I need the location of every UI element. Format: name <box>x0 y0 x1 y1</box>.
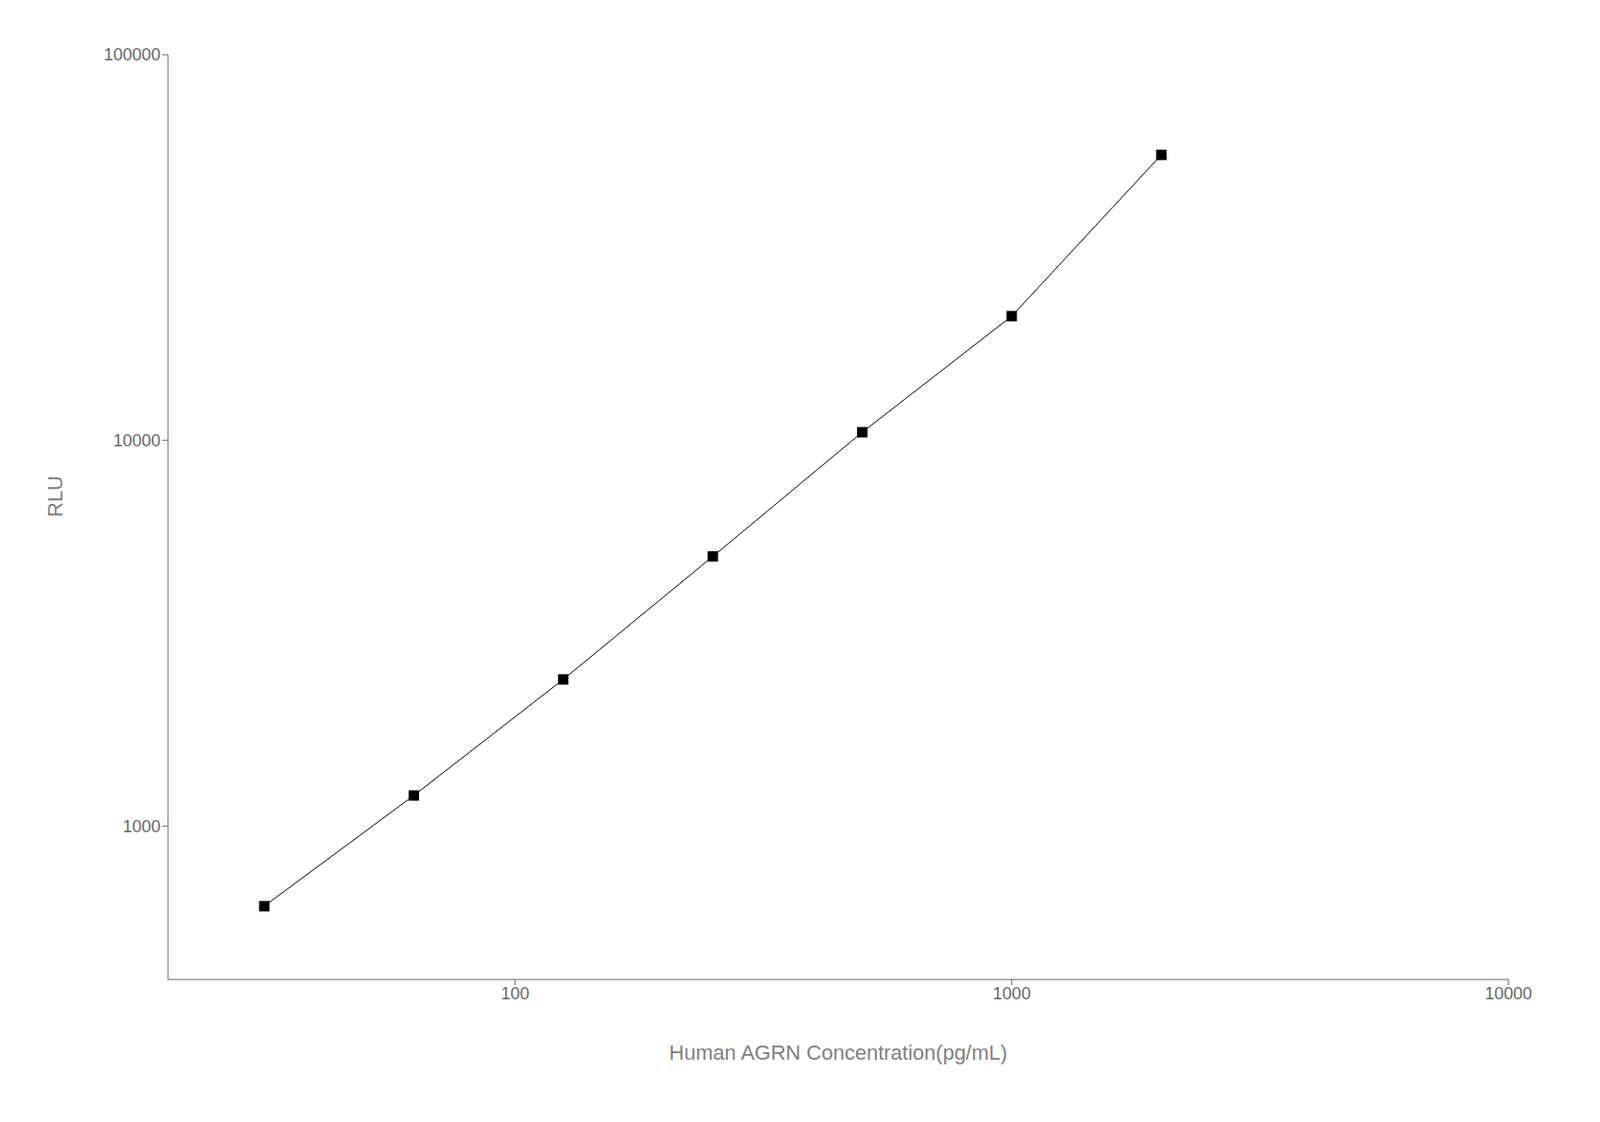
svg-text:100000: 100000 <box>103 45 161 65</box>
svg-text:1000: 1000 <box>993 984 1031 1004</box>
svg-text:RLU: RLU <box>43 475 68 518</box>
svg-text:100: 100 <box>501 984 530 1004</box>
svg-text:10000: 10000 <box>113 431 161 451</box>
svg-text:Human AGRN Concentration(pg/mL: Human AGRN Concentration(pg/mL) <box>669 1041 1008 1065</box>
svg-text:10000: 10000 <box>1484 984 1533 1004</box>
svg-text:1000: 1000 <box>122 817 161 837</box>
